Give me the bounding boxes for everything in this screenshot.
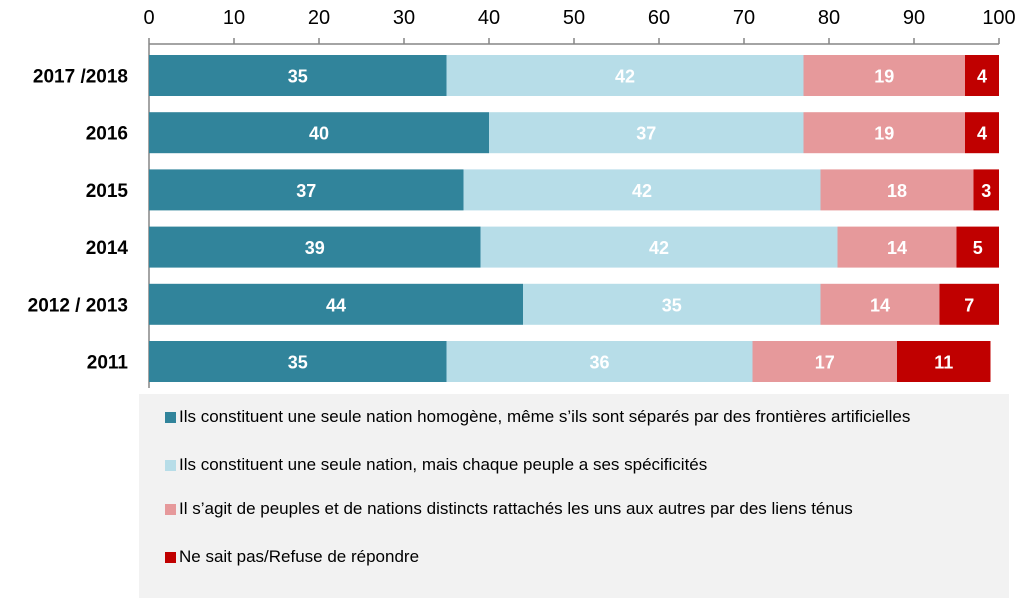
category-label: 2015 (86, 181, 129, 202)
data-label: 17 (815, 353, 835, 373)
category-label: 2011 (87, 353, 129, 374)
legend-swatch-homogene (165, 412, 176, 423)
bars: 35 42 19 4 40 37 19 4 37 42 18 3 39 42 14 5 44 35 14 7 35 36 1… (149, 55, 999, 382)
bar-segment (752, 341, 897, 382)
bar-segment (956, 226, 999, 268)
legend-item-distincts: Il s’agit de peuples et de nations disti… (165, 498, 989, 520)
x-tick-label: 10 (223, 7, 245, 29)
bar-segment (489, 112, 804, 154)
data-label: 18 (887, 181, 907, 201)
data-label: 3 (981, 181, 991, 201)
bar-segment (523, 283, 821, 325)
bar-segment (965, 112, 999, 154)
data-label: 42 (615, 67, 635, 87)
legend: Ils constituent une seule nation homogèn… (139, 394, 1009, 598)
bar-segment (446, 341, 753, 382)
bar-segment (820, 169, 974, 211)
bar-segment (149, 226, 481, 268)
category-label: 2014 (86, 238, 129, 259)
x-tick-label: 0 (143, 7, 154, 29)
bar-segment (939, 283, 999, 325)
bar-segment (149, 55, 447, 96)
x-tick-label: 40 (478, 7, 500, 29)
bar-segment (149, 341, 447, 382)
legend-label-specificites: Ils constituent une seule nation, mais c… (179, 455, 708, 474)
x-tick-label: 80 (818, 7, 840, 29)
data-label: 35 (288, 67, 308, 87)
data-label: 7 (964, 295, 974, 315)
bar-segment (803, 112, 965, 154)
bar-segment (965, 55, 999, 96)
legend-swatch-nsp (165, 552, 176, 563)
x-tick-label: 30 (393, 7, 415, 29)
data-label: 40 (309, 124, 329, 144)
bar-segment (897, 341, 991, 382)
data-label: 36 (589, 353, 609, 373)
data-label: 14 (870, 295, 890, 315)
bar-segment (837, 226, 957, 268)
bar-segment (463, 169, 821, 211)
bar-segment (820, 283, 940, 325)
bar-segment (446, 55, 804, 96)
x-tick-label: 60 (648, 7, 670, 29)
x-axis: 0 10 20 30 40 50 60 70 80 90 100 (143, 7, 1016, 388)
bar-segment (480, 226, 838, 268)
legend-swatch-distincts (165, 504, 176, 515)
bar-segment (149, 169, 464, 211)
data-label: 42 (632, 181, 652, 201)
data-label: 37 (296, 181, 316, 201)
legend-swatch-specificites (165, 460, 176, 471)
bar-segment (149, 112, 489, 154)
x-tick-label: 70 (733, 7, 755, 29)
data-label: 14 (887, 238, 907, 258)
bar-segment (803, 55, 965, 96)
data-label: 37 (636, 124, 656, 144)
legend-item-homogene: Ils constituent une seule nation homogèn… (165, 406, 989, 428)
x-tick-label: 90 (903, 7, 925, 29)
category-labels: 2017 /2018 2016 2015 2014 2012 / 2013 2011 (28, 67, 129, 374)
data-label: 4 (977, 67, 987, 87)
data-label: 5 (973, 238, 983, 258)
x-tick-label: 100 (982, 7, 1015, 29)
data-label: 4 (977, 124, 987, 144)
category-label: 2012 / 2013 (28, 295, 128, 316)
data-label: 19 (874, 67, 894, 87)
data-label: 44 (326, 295, 346, 315)
bar-segment (973, 169, 999, 211)
category-label: 2017 /2018 (33, 67, 128, 88)
data-label: 11 (934, 353, 953, 373)
x-tick-label: 50 (563, 7, 585, 29)
legend-label-nsp: Ne sait pas/Refuse de répondre (179, 547, 420, 566)
legend-label-homogene: Ils constituent une seule nation homogèn… (179, 407, 911, 426)
category-label: 2016 (86, 124, 128, 145)
bar-segment (149, 283, 523, 325)
legend-item-specificites: Ils constituent une seule nation, mais c… (165, 454, 989, 476)
x-tick-label: 20 (308, 7, 330, 29)
data-label: 35 (288, 353, 308, 373)
data-label: 42 (649, 238, 669, 258)
legend-item-nsp: Ne sait pas/Refuse de répondre (165, 546, 989, 568)
data-label: 39 (305, 238, 325, 258)
data-label: 35 (662, 295, 682, 315)
data-label: 19 (874, 124, 894, 144)
legend-label-distincts: Il s’agit de peuples et de nations disti… (179, 499, 853, 518)
